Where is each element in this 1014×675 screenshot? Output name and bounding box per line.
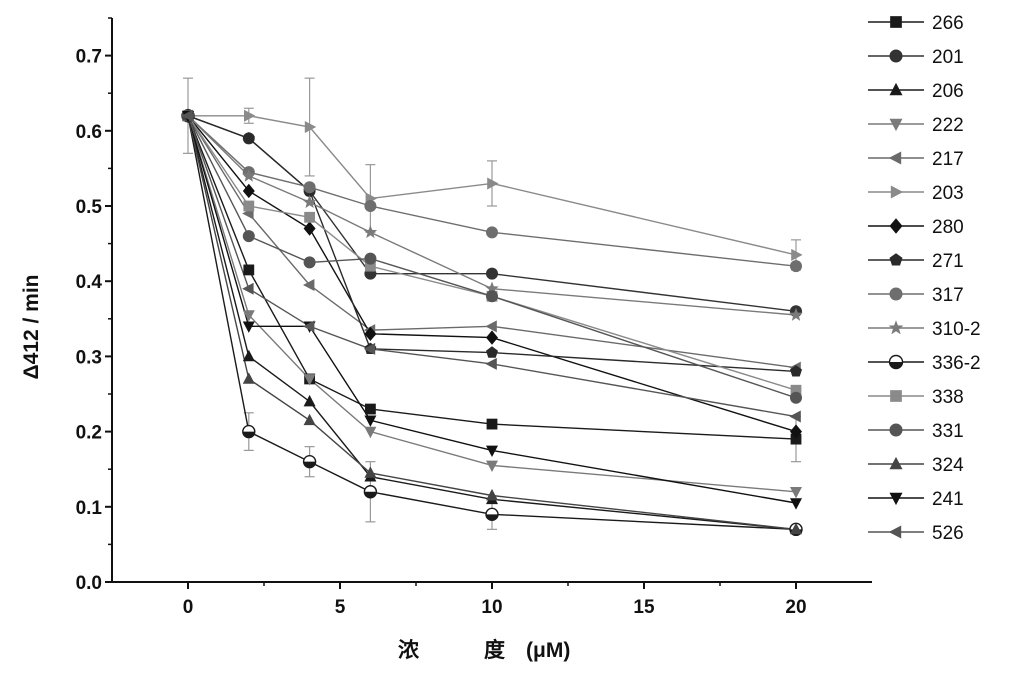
y-tick-label: 0.5 (76, 197, 103, 218)
legend-label: 526 (932, 523, 964, 544)
legend-marker (890, 50, 903, 63)
data-point-338 (304, 212, 315, 223)
data-point-331 (364, 253, 376, 265)
legend-label: 331 (932, 421, 964, 442)
legend-label: 324 (932, 455, 964, 476)
legend-label: 203 (932, 183, 964, 204)
data-point-338 (243, 201, 254, 212)
x-tick-label: 0 (183, 597, 194, 618)
x-tick-label: 15 (633, 597, 655, 618)
data-point-336-2 (486, 508, 498, 520)
legend-marker (890, 288, 903, 301)
data-point-336-2 (304, 456, 316, 468)
data-point-317 (790, 260, 802, 272)
y-tick-label: 0.7 (76, 47, 102, 68)
legend-marker (890, 424, 903, 437)
data-point-201 (486, 268, 498, 280)
data-point-266 (243, 265, 254, 276)
data-point-331 (304, 256, 316, 268)
x-axis-title-unit: (μM) (526, 639, 570, 662)
y-tick-label: 0.4 (76, 272, 103, 293)
legend-label: 241 (932, 489, 964, 510)
legend-label: 266 (932, 13, 964, 34)
legend-label: 280 (932, 217, 964, 238)
legend-label: 310-2 (932, 319, 981, 340)
x-axis-title-part-1: 浓 (398, 639, 420, 662)
y-tick-label: 0.0 (76, 573, 102, 594)
data-point-266 (487, 419, 498, 430)
legend-label: 336-2 (932, 353, 981, 374)
data-point-266 (365, 404, 376, 415)
y-tick-label: 0.3 (76, 347, 102, 368)
legend-marker (890, 356, 903, 369)
x-tick-label: 20 (785, 597, 806, 618)
y-axis-title: Δ412 / min (20, 275, 43, 380)
legend-marker (890, 390, 902, 402)
data-point-331 (243, 230, 255, 242)
data-point-317 (304, 181, 316, 193)
legend-label: 271 (932, 251, 964, 272)
legend-label: 201 (932, 47, 964, 68)
data-point-317 (364, 200, 376, 212)
data-point-317 (486, 226, 498, 238)
legend-label: 338 (932, 387, 964, 408)
legend-label: 217 (932, 149, 964, 170)
y-tick-label: 0.2 (76, 423, 102, 444)
data-point-331 (790, 392, 802, 404)
x-tick-label: 10 (481, 597, 502, 618)
legend-label: 317 (932, 285, 964, 306)
x-axis-title-part-2: 度 (484, 638, 505, 662)
y-tick-label: 0.6 (76, 122, 102, 143)
legend-label: 222 (932, 115, 964, 136)
legend-label: 206 (932, 81, 964, 102)
data-point-331 (486, 290, 498, 302)
data-point-336-2 (243, 426, 255, 438)
y-tick-label: 0.1 (76, 498, 103, 519)
x-tick-label: 5 (335, 597, 346, 618)
legend-marker (890, 16, 902, 28)
data-point-336-2 (364, 486, 376, 498)
